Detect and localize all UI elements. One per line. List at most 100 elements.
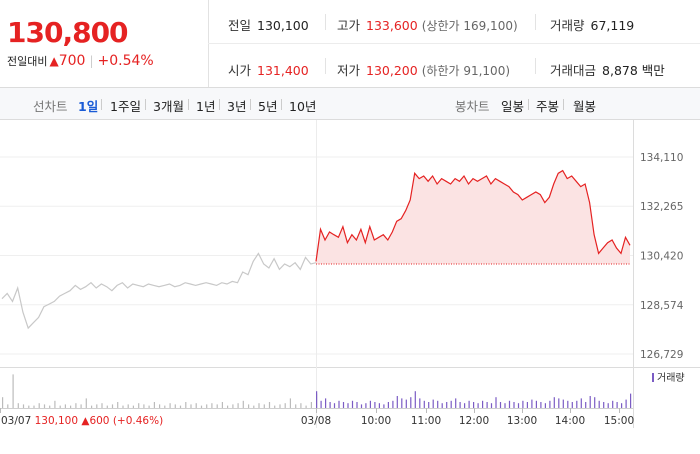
volume-bar-prev: [143, 404, 145, 408]
volume-bar-prev: [132, 405, 134, 408]
volume-bar-today: [531, 399, 533, 408]
volume-bar-prev: [190, 404, 192, 408]
volume-bar-today: [338, 400, 340, 408]
tab-divider: [250, 99, 251, 110]
prev-day-price-line: [1, 252, 317, 330]
volume-bar-today: [607, 403, 609, 408]
up-arrow-icon: ▲: [49, 54, 59, 68]
tab-10-years[interactable]: 10년: [289, 99, 317, 114]
volume-bar-prev: [263, 404, 265, 408]
volume-bar-prev: [106, 405, 108, 408]
volume-bar-prev: [85, 398, 87, 408]
change-row: 전일대비 ▲700 | +0.54%: [7, 53, 154, 69]
volume-bar-today: [567, 400, 569, 408]
tab-1-year[interactable]: 1년: [196, 99, 216, 114]
volume-bar-today: [459, 402, 461, 408]
volume-bar-today: [365, 403, 367, 408]
change-percent: +0.54%: [97, 53, 154, 69]
tab-5-years[interactable]: 5년: [258, 99, 278, 114]
volume-bar-prev: [174, 404, 176, 408]
y-tick-label: 128,574: [640, 300, 684, 312]
volume-bar-prev: [200, 405, 203, 408]
x-tick-label: 11:00: [411, 415, 441, 427]
volume-bar-today: [325, 398, 327, 408]
tab-3-years[interactable]: 3년: [227, 99, 247, 114]
volume-bar-today: [414, 391, 416, 408]
stat-amount: 거래대금 8,878 백만: [550, 63, 665, 78]
volume-bar-prev: [164, 405, 166, 408]
volume-bar-today: [455, 398, 457, 408]
volume-bar-today: [316, 391, 318, 408]
volume-bar-prev: [38, 403, 40, 408]
volume-bar-prev: [284, 403, 286, 408]
volume-bar-today: [562, 399, 564, 408]
tab-weekly-candle[interactable]: 주봉: [536, 99, 560, 114]
volume-bar-prev: [310, 402, 312, 408]
x-tick-label: 10:00: [361, 415, 391, 427]
volume-bar-prev: [153, 402, 155, 408]
volume-bar-today: [374, 402, 376, 408]
tab-divider: [528, 99, 529, 110]
volume-bar-prev: [117, 402, 119, 408]
stat-divider: [535, 58, 536, 74]
volume-bar-prev: [258, 403, 260, 408]
volume-bar-prev: [127, 404, 129, 408]
tab-1-day[interactable]: 1일: [78, 99, 99, 114]
current-price: 130,800: [7, 16, 129, 49]
x-tick-label: 14:00: [555, 415, 585, 427]
volume-bar-today: [585, 402, 587, 408]
volume-bar-prev: [169, 403, 171, 408]
volume-bar-today: [477, 403, 479, 408]
volume-bar-prev: [70, 405, 72, 408]
volume-bar-prev: [279, 404, 281, 408]
volume-bar-today: [428, 402, 430, 408]
volume-bar-today: [625, 399, 627, 408]
volume-bar-today: [540, 402, 542, 408]
volume-bar-prev: [195, 403, 197, 408]
volume-bar-today: [486, 402, 488, 408]
x-tick-label: 15:00: [604, 415, 634, 427]
today-price-line: [315, 169, 631, 262]
price-area-fill: [316, 170, 630, 265]
volume-bar-today: [603, 402, 605, 408]
volume-bar-prev: [122, 405, 124, 408]
tab-divider: [563, 99, 564, 110]
y-tick-label: 130,420: [640, 250, 683, 262]
prev-day-note: 03/07 130,100 ▲600 (+0.46%): [1, 415, 163, 427]
volume-bar-today: [356, 402, 358, 408]
tab-daily-candle[interactable]: 일봉: [501, 99, 525, 114]
volume-bar-prev: [289, 398, 291, 408]
volume-bar-today: [383, 404, 385, 408]
volume-bar-prev: [305, 405, 307, 408]
volume-bar-prev: [185, 402, 187, 408]
tab-divider: [101, 99, 102, 110]
tab-3-months[interactable]: 3개월: [153, 99, 184, 114]
volume-bar-today: [598, 400, 600, 408]
volume-bar-today: [378, 403, 380, 408]
volume-legend-label: 거래량: [657, 372, 685, 384]
x-tick-label: 13:00: [507, 415, 537, 427]
volume-bar-prev: [206, 404, 208, 408]
volume-bar-prev: [221, 402, 223, 408]
volume-bar-today: [360, 404, 363, 408]
volume-bar-today: [576, 400, 578, 408]
stat-high: 고가 133,600 (상한가 169,100): [337, 18, 518, 33]
tab-monthly-candle[interactable]: 월봉: [573, 99, 597, 114]
volume-bar-today: [387, 402, 389, 408]
volume-bar-today: [517, 403, 520, 408]
stats-row-divider: [208, 43, 700, 44]
stat-divider: [325, 14, 326, 30]
tab-1-week[interactable]: 1주일: [110, 99, 141, 114]
volume-bar-today: [544, 403, 546, 408]
volume-bar-prev: [80, 404, 82, 408]
volume-bar-today: [333, 403, 336, 408]
y-tick-label: 132,265: [640, 201, 683, 213]
volume-bar-prev: [232, 404, 234, 408]
volume-bar-today: [450, 400, 452, 408]
change-divider: |: [89, 54, 94, 68]
volume-bar-today: [553, 397, 555, 408]
volume-bar-prev: [59, 405, 61, 408]
volume-bar-today: [392, 400, 394, 408]
stat-prev-close: 전일 130,100: [228, 18, 309, 33]
volume-bar-today: [549, 400, 551, 408]
